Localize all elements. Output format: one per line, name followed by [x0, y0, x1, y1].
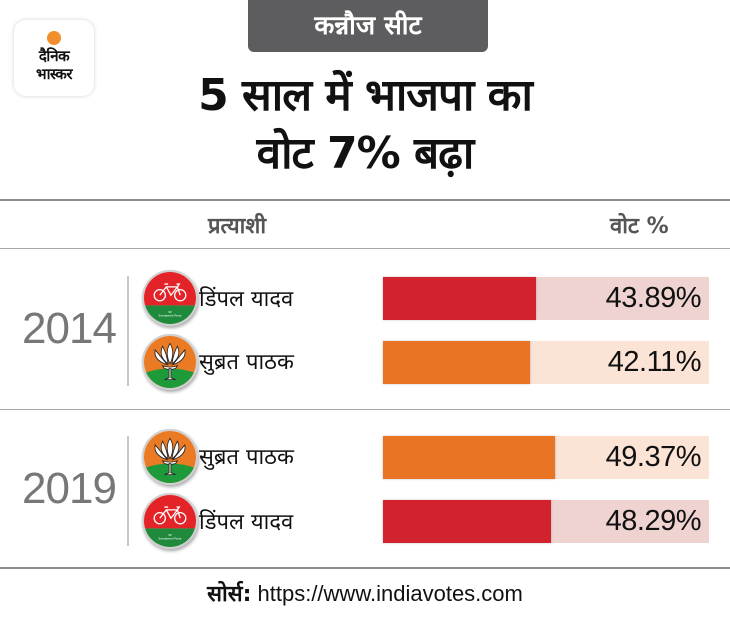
logo-line-2: भास्कर	[36, 65, 72, 83]
bar-value-label: 43.89%	[605, 282, 702, 314]
svg-text:Samajwadi Party: Samajwadi Party	[158, 537, 181, 541]
source-link[interactable]: https://www.indiavotes.com	[257, 581, 523, 606]
candidate-name: सुब्रत पाठक	[199, 350, 294, 375]
source-line: सोर्स: https://www.indiavotes.com	[0, 578, 730, 608]
sp-bicycle-icon: SP Samajwadi Party	[142, 270, 198, 326]
group-divider	[127, 436, 129, 546]
sun-icon	[47, 31, 61, 45]
divider-top	[0, 199, 730, 201]
bar-value-label: 49.37%	[605, 441, 702, 473]
svg-text:SP: SP	[168, 533, 172, 537]
source-label: सोर्स:	[207, 582, 252, 607]
year-label: 2014	[22, 304, 117, 353]
headline-line-2: वोट 7% बढ़ा	[256, 128, 475, 179]
bar-value-label: 42.11%	[607, 346, 702, 378]
candidate-name: डिंपल यादव	[199, 510, 294, 535]
divider-groups	[0, 409, 730, 410]
candidate-name: डिंपल यादव	[199, 287, 294, 312]
bar-fill	[383, 341, 530, 384]
bjp-lotus-icon	[142, 334, 198, 390]
candidate-name: सुब्रत पाठक	[199, 445, 294, 470]
logo-line-1: दैनिक	[38, 47, 70, 65]
bar-fill	[383, 500, 552, 543]
year-label: 2019	[22, 464, 117, 513]
divider-footer	[0, 567, 730, 569]
bar-value-label: 48.29%	[605, 505, 702, 537]
seat-badge: कन्नौज सीट	[248, 0, 488, 52]
divider-header	[0, 248, 730, 249]
bar-track: 42.11%	[383, 341, 709, 384]
group-divider	[127, 276, 129, 386]
svg-text:SP: SP	[168, 310, 172, 314]
bar-track: 48.29%	[383, 500, 709, 543]
dainik-bhaskar-logo: दैनिक भास्कर	[14, 20, 94, 96]
column-header-candidate: प्रत्याशी	[208, 214, 267, 239]
bar-fill	[383, 436, 555, 479]
bjp-lotus-icon	[142, 429, 198, 485]
bar-track: 43.89%	[383, 277, 709, 320]
headline-line-1: 5 साल में भाजपा का	[198, 70, 533, 121]
svg-text:Samajwadi Party: Samajwadi Party	[158, 314, 181, 318]
bar-track: 49.37%	[383, 436, 709, 479]
bar-fill	[383, 277, 536, 320]
sp-bicycle-icon: SP Samajwadi Party	[142, 493, 198, 549]
column-header-vote: वोट %	[610, 214, 669, 239]
